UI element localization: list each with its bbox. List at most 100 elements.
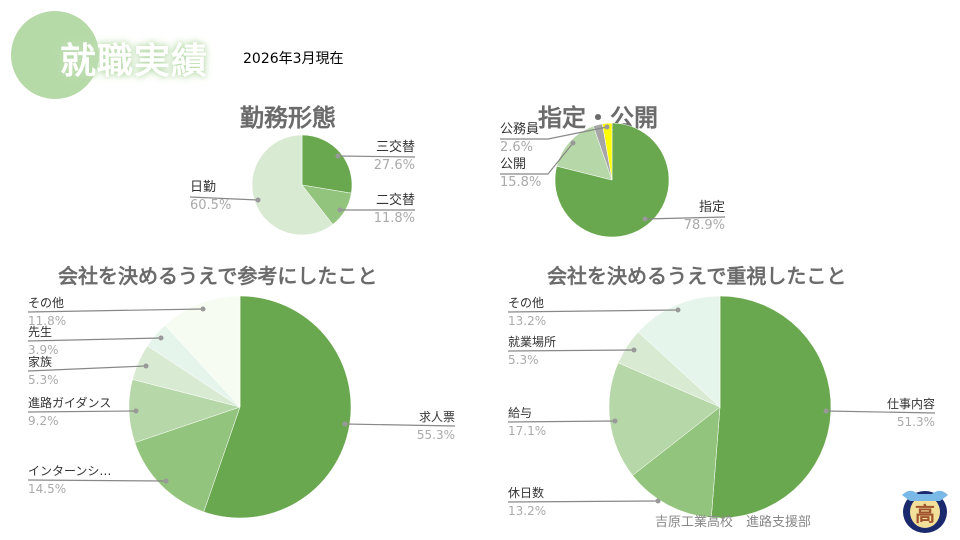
leader-line — [507, 500, 659, 503]
slice-label-percent: 2.6% — [500, 140, 534, 155]
slice-label-percent: 9.2% — [28, 414, 59, 428]
slice-label-name: 日勤 — [190, 180, 217, 195]
slice-label: 家族 5.3% — [28, 355, 146, 387]
slice-label: 休日数 13.2% — [508, 486, 658, 518]
leader-line — [27, 410, 137, 413]
leader-line — [27, 365, 147, 372]
pie-slice-3-4 — [637, 295, 721, 408]
slice-label: 日勤 60.5% — [190, 181, 258, 213]
slice-label-name: 給与 — [508, 406, 533, 420]
slice-label-name: 休日数 — [508, 486, 545, 500]
leader-dot — [337, 207, 343, 213]
slice-label: 就業場所 5.3% — [508, 335, 634, 367]
slice-label-name: 公務員 — [500, 122, 540, 137]
slice-label-percent: 3.9% — [28, 343, 59, 357]
leader-dot — [655, 498, 661, 504]
leader-dot — [570, 140, 576, 146]
slice-label-percent: 11.8% — [373, 211, 415, 226]
slice-label: 進路ガイダンス 9.2% — [28, 396, 136, 428]
slice-label: 公務員 2.6% — [500, 123, 548, 155]
slice-label: 仕事内容 51.3% — [826, 397, 935, 429]
slice-label-name: その他 — [508, 296, 545, 310]
leader-line — [189, 196, 259, 201]
page-title: 就職実績 — [60, 41, 209, 82]
leader-line — [644, 216, 726, 220]
slice-label-percent: 17.1% — [508, 424, 547, 438]
leader-dot — [335, 153, 341, 159]
slice-label: 先生 3.9% — [28, 325, 161, 357]
pie-slice-0-0 — [301, 134, 353, 194]
slice-label-percent: 13.2% — [508, 504, 547, 518]
slice-label: インターンシ… 14.5% — [28, 464, 166, 496]
slice-label-percent: 51.3% — [896, 415, 935, 429]
slice-label-name: 就業場所 — [508, 335, 557, 349]
leader-line — [507, 420, 616, 423]
chart-title-work-style: 勤務形態 — [240, 104, 336, 132]
chart-title-reference: 会社を決めるうえで参考にしたこと — [58, 264, 378, 288]
slice-label: 二交替 11.8% — [362, 194, 415, 226]
slice-label-name: インターンシ… — [28, 464, 112, 478]
leader-line — [507, 309, 679, 313]
pie-slice-1-0 — [554, 122, 670, 238]
slice-label: 給与 17.1% — [508, 406, 615, 438]
slice-label-percent: 78.9% — [683, 218, 725, 233]
pie-slice-1-3 — [602, 122, 613, 181]
leader-line — [825, 410, 936, 414]
leader-dot — [675, 307, 681, 313]
slice-label: 公開 15.8% — [500, 158, 548, 190]
slice-label: 求人票 55.3% — [345, 410, 455, 442]
leader-line — [500, 142, 574, 175]
leader-dot — [612, 418, 618, 424]
leader-dot — [255, 197, 261, 203]
leader-dot — [158, 335, 164, 341]
leader-dot — [823, 408, 829, 414]
footer-text: 吉原工業高校 進路支援部 — [655, 515, 812, 530]
pie-slice-2-1 — [134, 406, 241, 513]
school-logo-icon: 高 — [902, 490, 948, 533]
slice-label-percent: 55.3% — [416, 428, 455, 442]
slice-label-name: 仕事内容 — [886, 397, 935, 411]
slice-label-percent: 60.5% — [190, 198, 232, 213]
slice-label: その他 11.8% — [28, 296, 203, 328]
slice-label: 指定 78.9% — [645, 201, 725, 233]
slice-label-percent: 15.8% — [500, 175, 542, 190]
slice-label-name: 進路ガイダンス — [28, 396, 112, 410]
pie-slice-0-2 — [251, 134, 334, 236]
leader-dot — [642, 216, 648, 222]
leader-dot — [631, 347, 637, 353]
slice-label-name: 三交替 — [375, 140, 415, 155]
pie-slice-2-0 — [203, 295, 352, 519]
slice-label-percent: 5.3% — [28, 373, 59, 387]
leader-dot — [604, 124, 610, 130]
leader-dot — [163, 478, 169, 484]
leader-line — [337, 155, 416, 158]
leader-line — [27, 479, 167, 482]
slice-label-name: 二交替 — [375, 193, 415, 208]
leader-dot — [143, 363, 149, 369]
slice-label-percent: 5.3% — [508, 353, 539, 367]
slice-label-percent: 13.2% — [508, 314, 547, 328]
slice-label-percent: 27.6% — [373, 158, 415, 173]
leader-line — [507, 349, 635, 352]
slice-label-name: 先生 — [28, 325, 53, 339]
slice-label-percent: 14.5% — [28, 482, 67, 496]
slice-label-name: その他 — [28, 296, 65, 310]
leader-line — [344, 423, 456, 427]
leader-line — [27, 308, 204, 313]
pie-slice-2-5 — [164, 295, 241, 408]
title-circle — [11, 11, 99, 99]
leader-dot — [133, 408, 139, 414]
slice-label-percent: 11.8% — [28, 314, 67, 328]
slice-label-name: 指定 — [698, 200, 725, 215]
leader-line — [500, 126, 608, 140]
pie-slice-3-0 — [711, 295, 832, 519]
slice-label: 三交替 27.6% — [362, 141, 415, 173]
date-label: 2026年3月現在 — [243, 51, 344, 67]
slice-label-name: 家族 — [28, 355, 53, 369]
slice-label-name: 公開 — [500, 157, 527, 172]
chart-title-priority: 会社を決めるうえで重視したこと — [547, 264, 847, 288]
leader-dot — [342, 421, 348, 427]
slice-label-name: 求人票 — [418, 410, 455, 424]
svg-text:高: 高 — [915, 502, 935, 526]
